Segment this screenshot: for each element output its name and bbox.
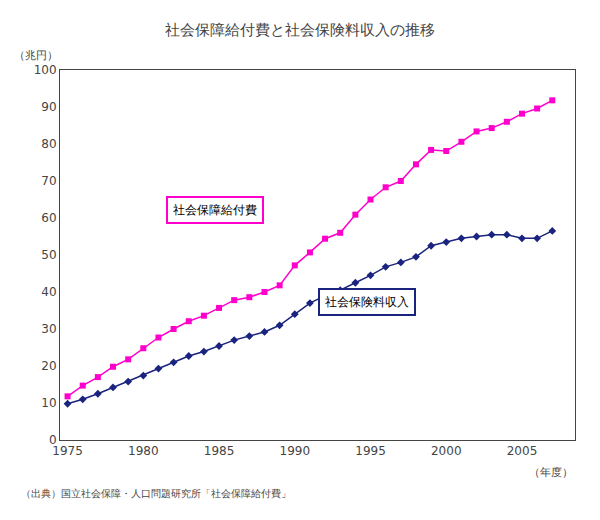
- svg-text:社会保障給付費: 社会保障給付費: [173, 203, 257, 217]
- svg-text:（出典）国立社会保障・人口問題研究所「社会保障給付費」: （出典）国立社会保障・人口問題研究所「社会保障給付費」: [21, 488, 291, 499]
- svg-text:90: 90: [41, 100, 56, 114]
- svg-text:40: 40: [41, 285, 56, 299]
- svg-text:1975: 1975: [52, 444, 83, 458]
- svg-text:20: 20: [41, 359, 56, 373]
- svg-text:（兆円）: （兆円）: [14, 49, 58, 62]
- svg-text:50: 50: [41, 248, 56, 262]
- svg-text:70: 70: [41, 174, 56, 188]
- svg-text:100: 100: [34, 63, 57, 77]
- svg-text:10: 10: [41, 396, 56, 410]
- svg-text:30: 30: [41, 322, 56, 336]
- svg-text:1990: 1990: [280, 444, 311, 458]
- svg-text:2005: 2005: [507, 444, 538, 458]
- svg-text:1995: 1995: [355, 444, 386, 458]
- svg-text:社会保険料収入: 社会保険料収入: [325, 295, 409, 309]
- svg-text:80: 80: [41, 137, 56, 151]
- svg-text:60: 60: [41, 211, 56, 225]
- svg-text:2000: 2000: [431, 444, 462, 458]
- svg-text:社会保障給付費と社会保険料収入の推移: 社会保障給付費と社会保険料収入の推移: [165, 21, 435, 39]
- svg-text:（年度）: （年度）: [529, 466, 573, 479]
- svg-text:0: 0: [49, 433, 57, 447]
- svg-text:1985: 1985: [204, 444, 235, 458]
- svg-text:1980: 1980: [128, 444, 159, 458]
